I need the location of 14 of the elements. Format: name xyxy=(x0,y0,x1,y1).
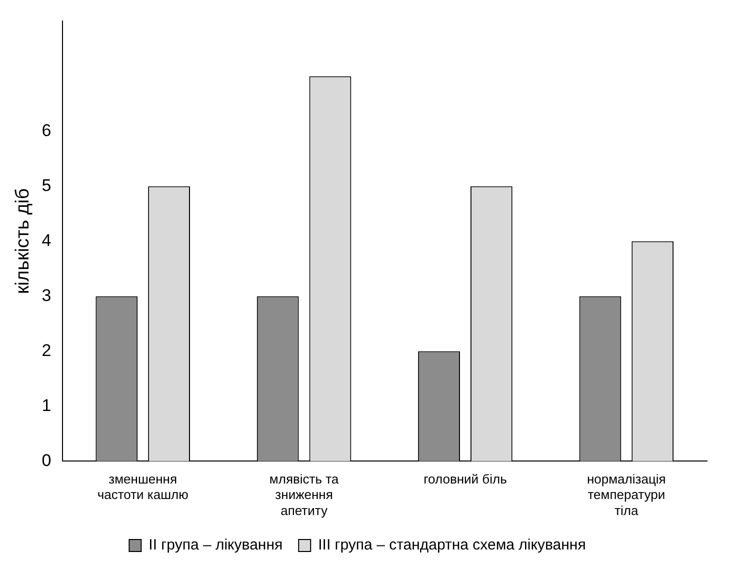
y-axis-title: кількість діб xyxy=(12,188,34,294)
y-tick-label: 1 xyxy=(42,396,52,415)
legend-label: III група – стандартна схема лікування xyxy=(318,536,586,554)
y-tick-label: 0 xyxy=(42,450,52,470)
y-tick-label: 2 xyxy=(42,340,52,360)
y-tick-label: 4 xyxy=(42,230,52,250)
y-tick-label: 6 xyxy=(42,120,52,140)
legend-label: II група – лікування xyxy=(148,536,283,554)
x-tick-label: нормалізація температури тіла xyxy=(586,472,666,518)
x-tick-label: млявість та зниження апетиту xyxy=(269,472,340,518)
x-tick-label: зменшення частоти кашлю xyxy=(97,472,189,502)
y-tick-label: 3 xyxy=(42,286,52,305)
x-tick-label: головний біль xyxy=(424,472,508,487)
y-tick-label: 5 xyxy=(42,176,52,195)
